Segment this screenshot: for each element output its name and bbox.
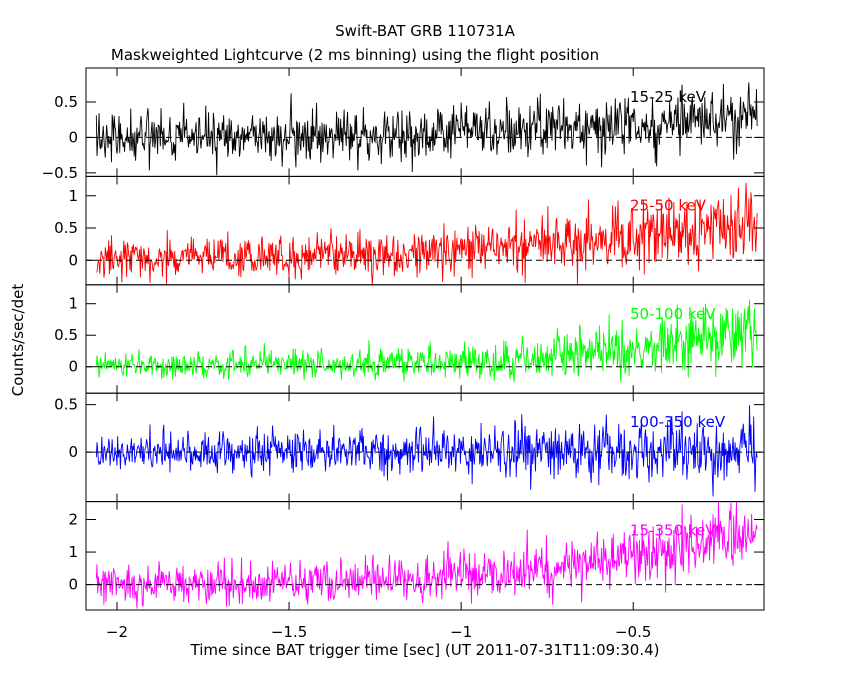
x-tick-label: −1.5 xyxy=(271,623,307,641)
y-tick-label-2: 0 xyxy=(68,251,78,269)
series-line-2 xyxy=(96,182,758,285)
series-line-4 xyxy=(95,405,758,497)
y-tick-label-3: 0.5 xyxy=(54,326,78,344)
panel-frame-5 xyxy=(85,501,765,611)
y-tick-label-1: 0.5 xyxy=(54,93,78,111)
band-label-4: 100-350 keV xyxy=(630,413,726,431)
y-tick-label-5: 1 xyxy=(68,543,78,561)
band-label-5: 15-350 keV xyxy=(630,522,716,540)
x-tick-label: −1 xyxy=(450,623,472,641)
x-tick-label: −2 xyxy=(106,623,128,641)
y-tick-label-2: 1 xyxy=(68,187,78,205)
series-line-1 xyxy=(95,82,758,176)
band-label-1: 15-25 keV xyxy=(630,88,707,106)
y-tick-label-5: 2 xyxy=(68,511,78,529)
panels-group: 15-25 keV −0.5 0 0.5 25-50 keV 0 0.5 1 50-100 ke… xyxy=(42,67,765,641)
y-tick-label-4: 0 xyxy=(68,443,78,461)
x-tick-label: −0.5 xyxy=(615,623,651,641)
y-tick-label-3: 0 xyxy=(68,358,78,376)
band-label-2: 25-50 keV xyxy=(630,196,707,214)
chart-title: Swift-BAT GRB 110731A xyxy=(335,22,515,40)
y-tick-label-1: 0 xyxy=(68,128,78,146)
series-line-5 xyxy=(95,501,758,609)
band-label-3: 50-100 keV xyxy=(630,305,716,323)
x-axis-label: Time since BAT trigger time [sec] (UT 20… xyxy=(190,641,660,659)
y-tick-label-3: 1 xyxy=(68,295,78,313)
y-tick-label-5: 0 xyxy=(68,576,78,594)
series-line-3 xyxy=(95,299,758,382)
y-tick-label-4: 0.5 xyxy=(54,396,78,414)
panel-frame-4 xyxy=(85,392,765,503)
chart-subtitle: Maskweighted Lightcurve (2 ms binning) u… xyxy=(111,46,599,64)
y-tick-label-2: 0.5 xyxy=(54,219,78,237)
y-tick-label-1: −0.5 xyxy=(42,164,78,182)
y-axis-label: Counts/sec/det xyxy=(9,284,27,397)
